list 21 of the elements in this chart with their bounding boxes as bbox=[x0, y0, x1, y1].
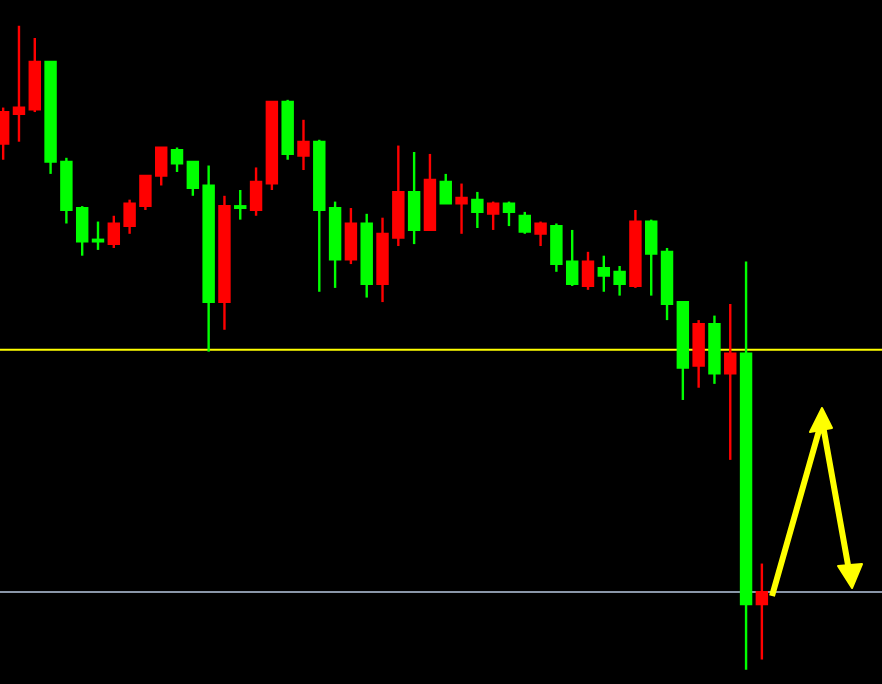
candlestick bbox=[486, 200, 500, 232]
candlestick bbox=[439, 172, 452, 205]
candlestick bbox=[91, 220, 105, 252]
candlestick bbox=[581, 250, 595, 292]
candlestick bbox=[297, 118, 310, 172]
candlestick bbox=[249, 166, 263, 217]
candlestick bbox=[724, 302, 737, 462]
candlestick bbox=[518, 210, 531, 235]
candlestick bbox=[234, 188, 247, 221]
candlestick bbox=[28, 36, 41, 114]
candlestick bbox=[471, 190, 484, 230]
candlestick bbox=[407, 150, 421, 246]
candlestick bbox=[12, 24, 26, 143]
candlestick bbox=[344, 206, 358, 266]
candlestick bbox=[455, 182, 468, 235]
candlestick bbox=[170, 146, 184, 174]
candlestick bbox=[692, 318, 705, 389]
candlestick bbox=[755, 562, 769, 661]
candlestick bbox=[645, 218, 658, 297]
candlestick bbox=[534, 220, 547, 248]
candlestick bbox=[502, 200, 516, 228]
